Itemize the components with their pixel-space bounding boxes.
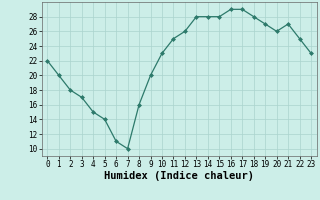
- X-axis label: Humidex (Indice chaleur): Humidex (Indice chaleur): [104, 171, 254, 181]
